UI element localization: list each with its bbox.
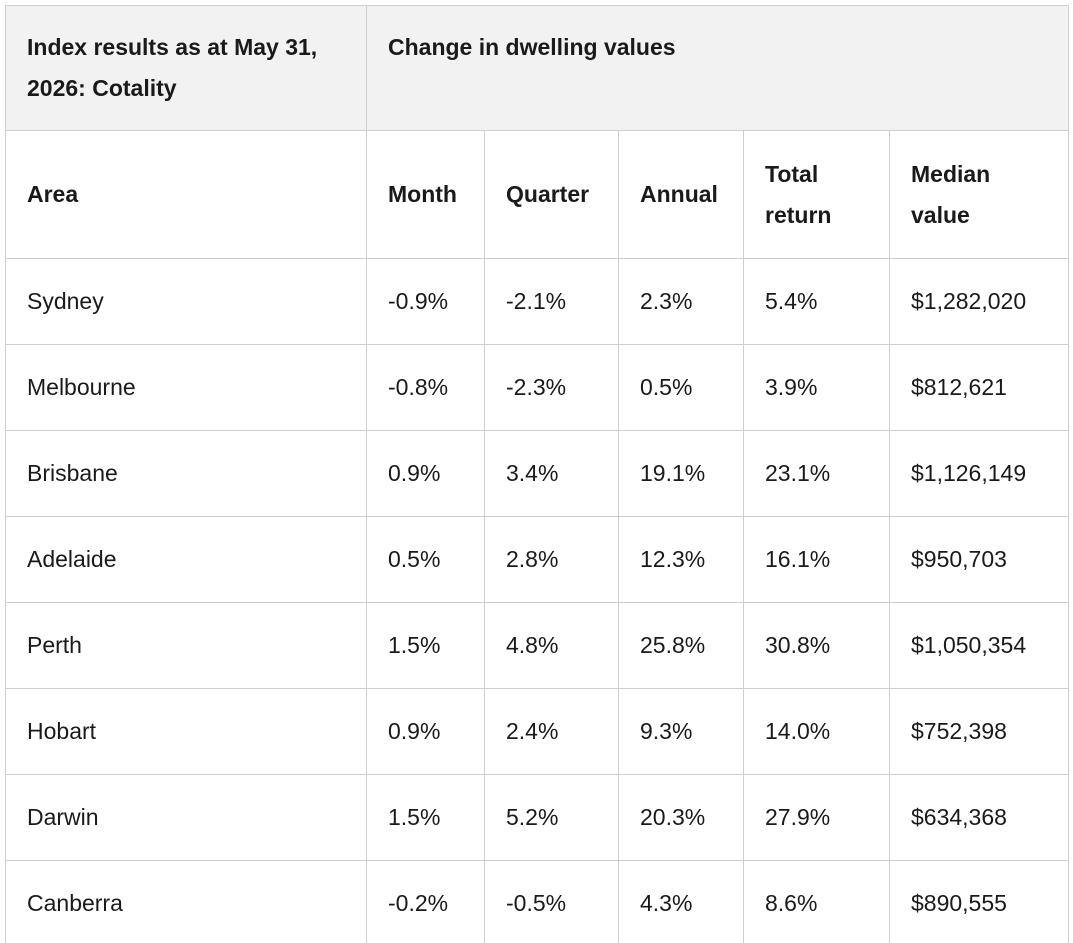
table-row: Brisbane 0.9% 3.4% 19.1% 23.1% $1,126,14… [5, 430, 1070, 517]
column-header-annual: Annual [618, 130, 744, 259]
median-value-cell: $890,555 [888, 860, 1070, 943]
area-cell: Canberra [5, 860, 367, 943]
quarter-cell: -0.5% [484, 860, 619, 943]
median-value-cell: $950,703 [888, 516, 1070, 603]
table-row: Darwin 1.5% 5.2% 20.3% 27.9% $634,368 [5, 774, 1070, 861]
month-cell: 0.9% [366, 688, 485, 775]
area-cell: Brisbane [5, 430, 367, 517]
quarter-cell: -2.3% [484, 344, 619, 431]
month-cell: 0.9% [366, 430, 485, 517]
table-row: Adelaide 0.5% 2.8% 12.3% 16.1% $950,703 [5, 516, 1070, 603]
total-return-cell: 8.6% [743, 860, 890, 943]
median-value-cell: $1,282,020 [888, 258, 1070, 345]
quarter-cell: 5.2% [484, 774, 619, 861]
annual-cell: 20.3% [618, 774, 744, 861]
total-return-cell: 3.9% [743, 344, 890, 431]
area-cell: Adelaide [5, 516, 367, 603]
quarter-cell: 3.4% [484, 430, 619, 517]
table-row: Hobart 0.9% 2.4% 9.3% 14.0% $752,398 [5, 688, 1070, 775]
quarter-cell: 2.4% [484, 688, 619, 775]
quarter-cell: 4.8% [484, 602, 619, 689]
median-value-cell: $1,050,354 [888, 602, 1070, 689]
median-value-cell: $752,398 [888, 688, 1070, 775]
total-return-cell: 30.8% [743, 602, 890, 689]
area-cell: Hobart [5, 688, 367, 775]
quarter-cell: 2.8% [484, 516, 619, 603]
table-title-row: Index results as at May 31, 2026: Cotali… [5, 5, 1070, 131]
annual-cell: 0.5% [618, 344, 744, 431]
area-cell: Perth [5, 602, 367, 689]
month-cell: -0.2% [366, 860, 485, 943]
quarter-cell: -2.1% [484, 258, 619, 345]
annual-cell: 19.1% [618, 430, 744, 517]
table-row: Sydney -0.9% -2.1% 2.3% 5.4% $1,282,020 [5, 258, 1070, 345]
total-return-cell: 16.1% [743, 516, 890, 603]
index-results-header: Index results as at May 31, 2026: Cotali… [5, 5, 367, 131]
area-cell: Sydney [5, 258, 367, 345]
annual-cell: 12.3% [618, 516, 744, 603]
column-header-median-value: Median value [888, 130, 1070, 259]
table-row: Perth 1.5% 4.8% 25.8% 30.8% $1,050,354 [5, 602, 1070, 689]
annual-cell: 4.3% [618, 860, 744, 943]
total-return-cell: 27.9% [743, 774, 890, 861]
area-cell: Melbourne [5, 344, 367, 431]
month-cell: 1.5% [366, 602, 485, 689]
median-value-cell: $812,621 [888, 344, 1070, 431]
annual-cell: 25.8% [618, 602, 744, 689]
annual-cell: 2.3% [618, 258, 744, 345]
month-cell: 0.5% [366, 516, 485, 603]
median-value-cell: $634,368 [888, 774, 1070, 861]
column-header-quarter: Quarter [484, 130, 619, 259]
column-header-area: Area [5, 130, 367, 259]
median-value-cell: $1,126,149 [888, 430, 1070, 517]
change-in-dwelling-values-header: Change in dwelling values [365, 5, 1070, 131]
area-cell: Darwin [5, 774, 367, 861]
column-header-total-return: Total return [743, 130, 890, 259]
column-header-month: Month [366, 130, 485, 259]
table-row: Melbourne -0.8% -2.3% 0.5% 3.9% $812,621 [5, 344, 1070, 431]
total-return-cell: 14.0% [743, 688, 890, 775]
column-header-row: Area Month Quarter Annual Total return M… [5, 130, 1070, 259]
table-row: Canberra -0.2% -0.5% 4.3% 8.6% $890,555 [5, 860, 1070, 943]
total-return-cell: 5.4% [743, 258, 890, 345]
total-return-cell: 23.1% [743, 430, 890, 517]
month-cell: 1.5% [366, 774, 485, 861]
month-cell: -0.8% [366, 344, 485, 431]
month-cell: -0.9% [366, 258, 485, 345]
annual-cell: 9.3% [618, 688, 744, 775]
dwelling-values-table: Index results as at May 31, 2026: Cotali… [5, 5, 1070, 943]
